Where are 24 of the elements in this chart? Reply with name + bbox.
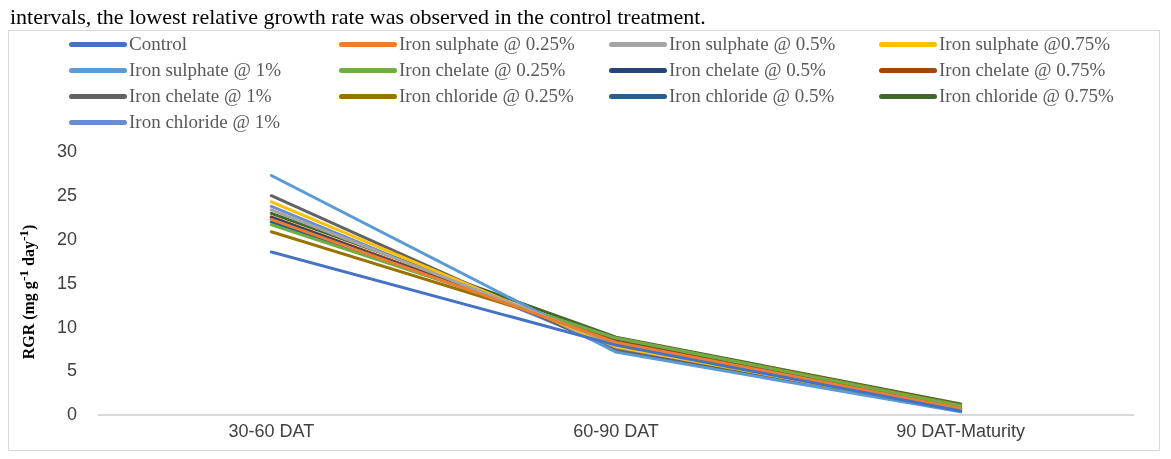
legend-label: Iron chloride @ 0.75%	[939, 84, 1114, 108]
legend-label: Iron sulphate @ 0.25%	[399, 32, 575, 56]
y-tick-label: 20	[56, 228, 78, 249]
legend-label: Iron chloride @ 0.5%	[669, 84, 835, 108]
legend-label: Iron sulphate @ 1%	[129, 58, 282, 82]
y-tick-label: 0	[67, 404, 78, 425]
y-tick-label: 15	[56, 272, 78, 293]
y-tick-label: 30	[56, 140, 78, 161]
y-tick-label: 25	[56, 184, 78, 205]
legend-label: Iron chloride @ 1%	[129, 110, 280, 134]
x-tick-label: 30-60 DAT	[228, 421, 315, 442]
text: intervals, the lowest relative growth rate was observed in the control treatment.	[10, 7, 706, 30]
x-tick-label: 60-90 DAT	[573, 421, 659, 442]
legend-label: Iron sulphate @ 0.5%	[669, 32, 836, 56]
legend-label: Iron chelate @ 0.75%	[939, 58, 1106, 82]
legend-label: Iron chelate @ 0.25%	[399, 58, 566, 82]
legend-label: Iron sulphate @0.75%	[939, 32, 1111, 56]
y-tick-label: 10	[56, 316, 78, 337]
y-tick-label: 5	[67, 360, 78, 381]
legend-label: Iron chelate @ 1%	[129, 84, 272, 108]
x-tick-label: 90 DAT-Maturity	[896, 421, 1026, 442]
legend-label: Iron chloride @ 0.25%	[399, 84, 574, 108]
legend-label: Iron chelate @ 0.5%	[669, 58, 826, 82]
legend-label: Control	[129, 32, 188, 56]
